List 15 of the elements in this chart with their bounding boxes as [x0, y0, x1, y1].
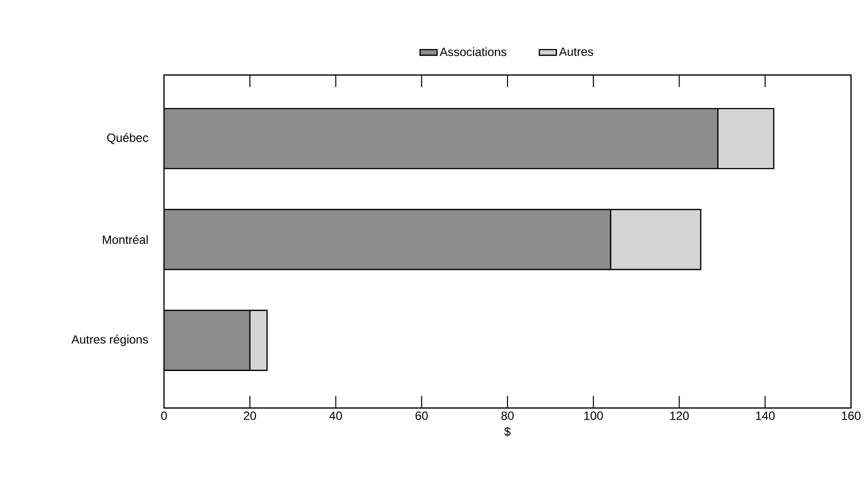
- x-tick-label: 40: [329, 412, 342, 420]
- x-tick-label: 20: [244, 412, 256, 420]
- y-tick-label: Québec: [107, 133, 148, 144]
- x-tick-label: 80: [501, 412, 514, 420]
- x-tick-label: 120: [670, 412, 689, 420]
- x-tick-label: 160: [842, 412, 861, 420]
- legend-label: Autres: [558, 48, 594, 56]
- x-tick-label: 100: [584, 412, 603, 420]
- x-tick-label: 0: [161, 412, 167, 420]
- y-tick-label: Autres régions: [71, 334, 148, 346]
- x-tick-label: 140: [756, 412, 775, 420]
- x-tick-label: 60: [416, 412, 428, 420]
- x-axis-title: $: [504, 426, 511, 437]
- legend-label: Associations: [440, 47, 506, 56]
- y-tick-label: Montréal: [102, 235, 148, 244]
